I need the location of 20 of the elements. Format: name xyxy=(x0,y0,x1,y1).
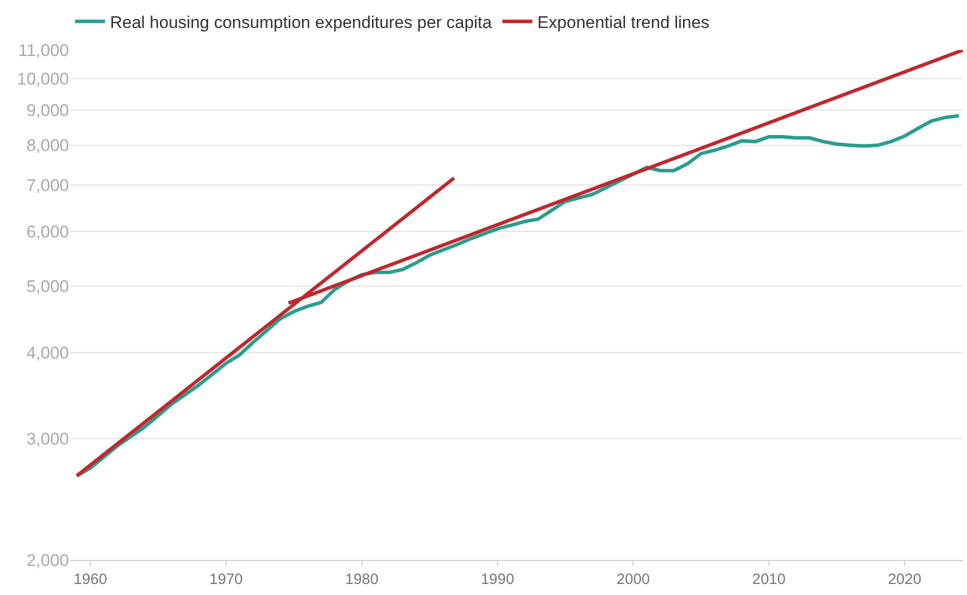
y-tick-label: 6,000 xyxy=(26,222,69,242)
x-tick-label: 1990 xyxy=(480,571,514,588)
y-tick-label: 3,000 xyxy=(26,430,69,449)
x-tick-label: 1970 xyxy=(209,571,243,588)
x-tick-label: 1980 xyxy=(345,571,378,588)
x-tick-label: 1960 xyxy=(74,571,108,588)
y-tick-label: 4,000 xyxy=(26,344,69,363)
legend-label: Real housing consumption expenditures per capita xyxy=(110,12,492,32)
y-tick-label: 2,000 xyxy=(26,550,69,570)
y-tick-label: 5,000 xyxy=(26,276,69,296)
x-tick-label: 2010 xyxy=(752,571,786,588)
y-tick-label: 11,000 xyxy=(18,40,69,60)
y-tick-label: 10,000 xyxy=(17,69,69,88)
y-tick-label: 8,000 xyxy=(26,136,69,156)
y-tick-label: 9,000 xyxy=(26,100,69,120)
x-tick-label: 2020 xyxy=(888,571,922,588)
legend-label: Exponential trend lines xyxy=(537,12,710,32)
x-tick-label: 2000 xyxy=(616,571,650,588)
line-series xyxy=(75,114,961,478)
y-tick-label: 7,000 xyxy=(26,176,69,196)
